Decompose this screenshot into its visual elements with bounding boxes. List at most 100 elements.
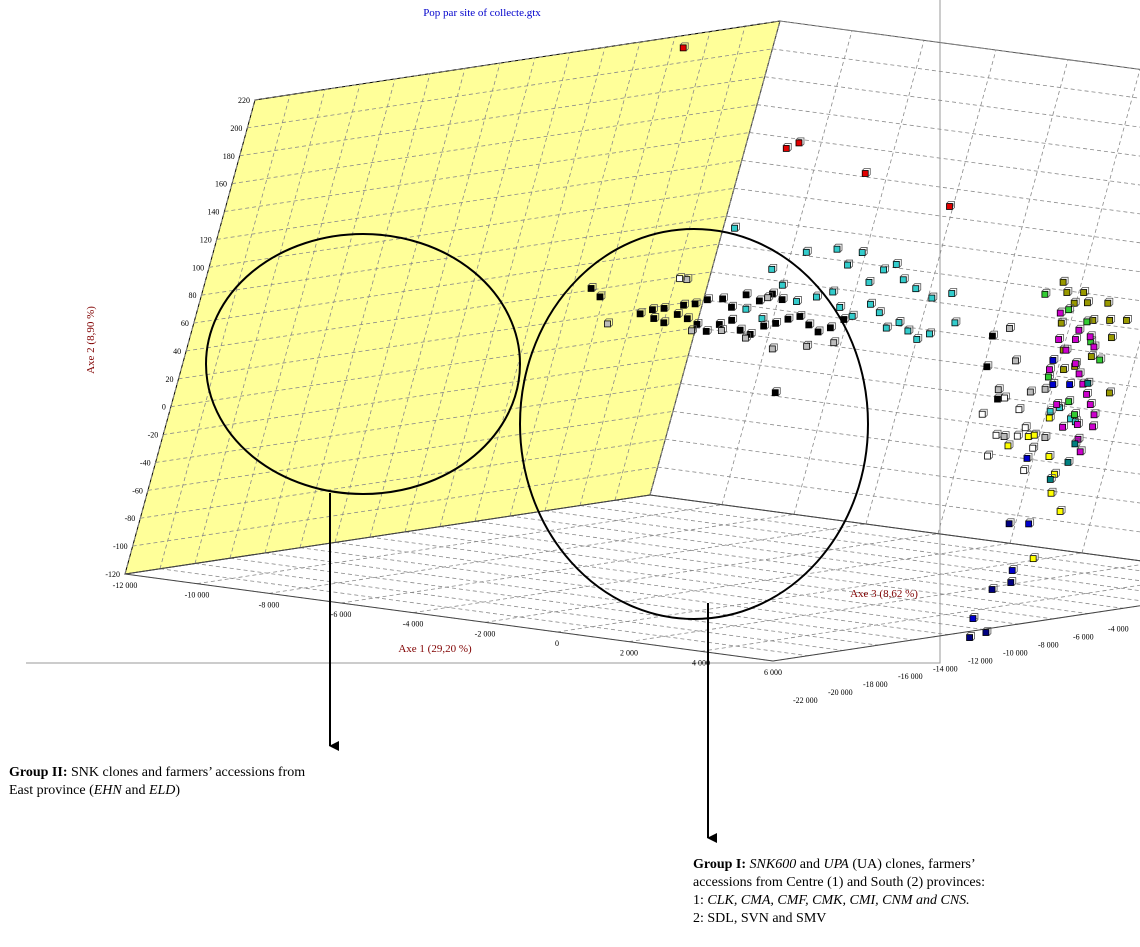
- data-point: [778, 279, 788, 289]
- data-point: [1045, 412, 1055, 422]
- backwall-gridline-y: [155, 383, 681, 463]
- floor-gridline-z: [439, 526, 1089, 614]
- y-tick-label: 20: [166, 375, 174, 384]
- data-point: [989, 330, 998, 340]
- data-point: [742, 303, 752, 313]
- data-point: [899, 274, 909, 284]
- data-point: [793, 296, 802, 305]
- data-point: [1020, 465, 1030, 475]
- data-point: [715, 319, 725, 328]
- y-tick-label: 120: [200, 235, 212, 244]
- back-wall: [124, 20, 781, 575]
- floor-gridline-x: [340, 523, 867, 604]
- x-tick-label: 4 000: [692, 658, 710, 667]
- backwall-gridline-z: [544, 36, 676, 511]
- y-tick-label: 180: [223, 152, 235, 161]
- x-tick-labels: -12 000 -10 000 -8 000 -6 000 -4 000 -2 000 0 2…: [113, 581, 782, 677]
- group-1-line4: 2: SDL, SVN and SMV: [693, 911, 827, 926]
- data-point: [1080, 287, 1090, 296]
- data-point: [983, 361, 993, 371]
- data-point: [1053, 399, 1063, 408]
- floor-gridline-x: [484, 542, 1011, 623]
- data-point: [636, 308, 646, 318]
- data-point: [1049, 379, 1059, 388]
- wall-gridline-y: [772, 48, 1140, 99]
- floor-gridline-x: [268, 513, 795, 594]
- data-point: [1059, 276, 1069, 286]
- data-point: [728, 314, 738, 324]
- y-axis-label: Axe 2 (8,90 %): [85, 306, 97, 374]
- data-point: [1056, 307, 1066, 317]
- y-tick-label: 220: [238, 96, 250, 105]
- data-point: [1084, 377, 1094, 387]
- data-point: [1086, 331, 1096, 341]
- x-tick-label: -4 000: [403, 620, 424, 629]
- backwall-gridline-z: [439, 52, 571, 527]
- y-tick-label: -40: [140, 458, 151, 467]
- data-point: [1123, 315, 1132, 324]
- wall-gridline-y: [779, 20, 1140, 70]
- group-2-line2-pre: East province (: [9, 783, 94, 798]
- data-point: [946, 201, 955, 210]
- x-tick-label: -2 000: [475, 629, 496, 638]
- z-tick-label: -18 000: [863, 680, 888, 689]
- data-point: [1066, 379, 1076, 388]
- floor-gridline-z: [264, 552, 914, 641]
- data-point: [1057, 317, 1067, 327]
- data-point: [755, 295, 765, 305]
- backwall-gridline-y: [147, 410, 674, 491]
- data-point: [830, 337, 840, 347]
- group-2-title: Group II:: [9, 765, 68, 780]
- data-point: [1075, 324, 1085, 334]
- data-point: [1029, 553, 1039, 563]
- data-point: [728, 301, 737, 311]
- data-point: [683, 313, 693, 323]
- group-1-upa: UPA: [823, 857, 849, 872]
- data-point: [880, 264, 889, 274]
- data-point: [1105, 387, 1115, 397]
- data-point: [719, 293, 728, 303]
- data-point: [984, 450, 993, 460]
- wall-gridline-x: [721, 30, 853, 505]
- data-point: [1090, 341, 1100, 351]
- data-point: [1041, 432, 1051, 441]
- data-point: [1075, 368, 1085, 378]
- floor-gridline-z: [544, 510, 1140, 592]
- data-point: [829, 286, 839, 296]
- data-point: [875, 307, 885, 317]
- wall-gridline-y: [741, 160, 1140, 215]
- backwall-gridline-z: [369, 63, 501, 538]
- data-point: [805, 319, 815, 329]
- y-tick-label: 200: [230, 124, 242, 133]
- backwall-gridline-y: [216, 160, 742, 240]
- y-tick-label: -100: [113, 542, 128, 551]
- backwall-gridline-y: [140, 438, 666, 519]
- backwall-gridline-z: [124, 99, 256, 575]
- data-point: [1030, 429, 1040, 439]
- data-point: [1073, 419, 1083, 428]
- y-tick-label: -80: [125, 514, 136, 523]
- z-tick-label: -4 000: [1108, 625, 1129, 634]
- floor-gridline-z: [649, 494, 1140, 562]
- data-point: [1041, 383, 1051, 393]
- floor-gridline-x: [628, 564, 1140, 643]
- data-point: [691, 298, 701, 308]
- data-point: [814, 326, 824, 336]
- data-point: [1071, 358, 1081, 368]
- backwall-gridline-z: [509, 41, 641, 517]
- data-point: [1049, 355, 1059, 364]
- backwall-gridline-z: [579, 31, 711, 506]
- wall-gridline-y: [749, 132, 1140, 186]
- group-1-mid: and: [796, 857, 824, 872]
- data-point: [1025, 518, 1035, 528]
- data-point: [1001, 392, 1010, 402]
- data-point: [858, 247, 868, 256]
- data-point: [1106, 315, 1116, 324]
- x-tick-label: 2 000: [620, 649, 638, 658]
- data-point: [717, 325, 727, 334]
- data-point: [1023, 452, 1033, 462]
- y-tick-label: 60: [181, 319, 189, 328]
- y-tick-label: -120: [105, 570, 120, 579]
- data-point: [969, 613, 979, 622]
- data-point: [704, 294, 713, 304]
